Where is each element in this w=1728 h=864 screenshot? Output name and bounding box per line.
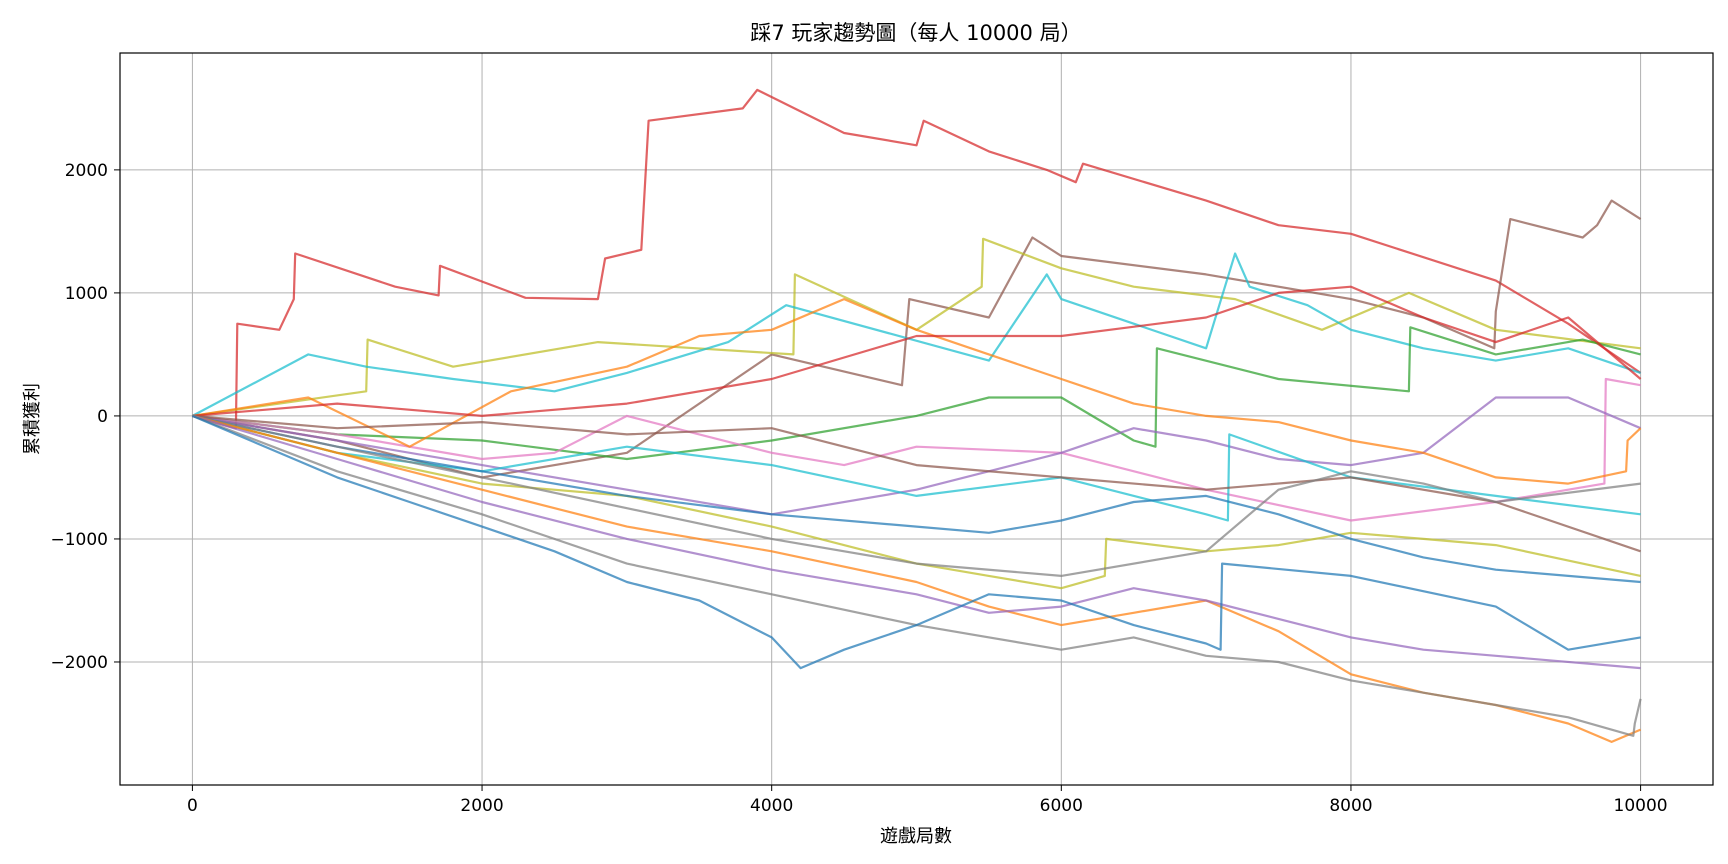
series-line-16 [192,414,1641,670]
x-tick-label: 0 [187,796,198,816]
series-line-5 [192,326,1641,461]
series-line-12 [192,414,1641,590]
y-tick-label: −2000 [50,653,108,673]
chart-title: 踩7 玩家趨勢圖（每人 10000 局） [750,21,1081,45]
series-line-15 [192,414,1642,744]
series-layer [191,88,1642,744]
series-line-6 [192,377,1641,522]
series-line-3 [192,237,1641,417]
series-line-13 [192,414,1641,584]
series-line-14 [192,414,1641,578]
tick-layer: 0 2000 4000 6000 8000 10000 −2000 −1000 0 1000 200… [50,161,1667,816]
x-tick-label: 10000 [1614,796,1668,816]
plot-frame [119,52,1714,786]
series-line-9 [192,285,1642,417]
y-tick-label: 0 [97,407,108,427]
x-tick-label: 4000 [750,796,793,816]
series-line-2 [192,199,1642,479]
y-tick-label: −1000 [50,530,108,550]
x-axis-label: 遊戲局數 [880,826,952,847]
x-tick-label: 8000 [1329,796,1372,816]
series-line-7 [192,396,1642,516]
series-line-1 [192,88,1642,430]
series-line-4 [191,252,1641,417]
y-tick-label: 2000 [65,161,108,181]
grid-layer [120,53,1713,785]
y-axis-label: 累積獲利 [22,383,43,455]
series-line-11 [192,414,1641,553]
x-tick-label: 6000 [1040,796,1083,816]
series-line-18 [191,414,1641,670]
x-tick-label: 2000 [460,796,503,816]
series-line-17 [192,414,1642,737]
series-line-8 [192,298,1642,485]
y-tick-label: 1000 [65,284,108,304]
